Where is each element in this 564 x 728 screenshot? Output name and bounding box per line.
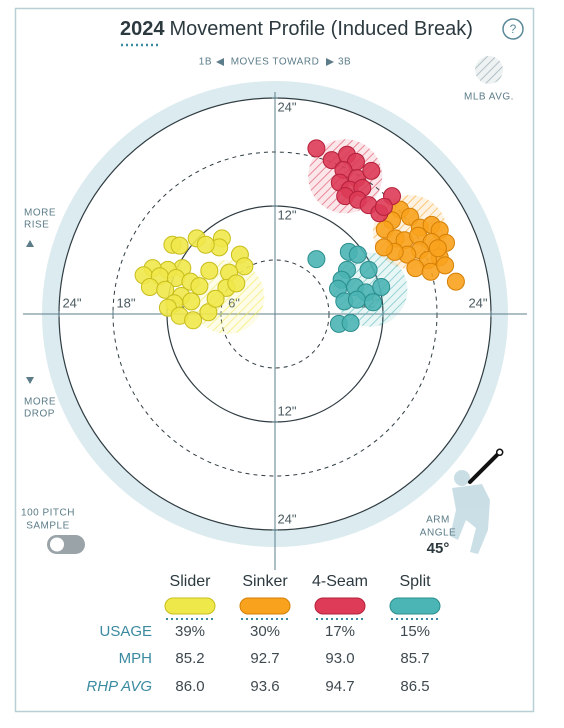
pitch-point xyxy=(170,236,189,255)
row-label: RHP AVG xyxy=(86,678,152,695)
table-cell: 93.0 xyxy=(325,650,354,667)
y-tick-label: 12" xyxy=(277,207,296,222)
arm-angle-line xyxy=(468,450,502,484)
y-tick-label: 12" xyxy=(277,403,296,418)
pitch-point xyxy=(156,280,175,299)
toggle-label: SAMPLE xyxy=(26,521,70,532)
table-cell: 92.7 xyxy=(250,650,279,667)
legend-label: Split xyxy=(399,573,431,590)
chart-title: 2024 Movement Profile (Induced Break) xyxy=(120,18,473,40)
legend-label: Slider xyxy=(170,573,212,590)
legend-swatch xyxy=(314,597,366,615)
help-icon[interactable]: ? xyxy=(510,22,517,36)
x-tick-label: 18" xyxy=(116,295,135,310)
pitch-point xyxy=(372,278,391,296)
pitch-point xyxy=(348,245,367,264)
table-cell: 30% xyxy=(250,623,280,640)
y-label-bottom: DROP xyxy=(24,409,55,420)
arm-angle-label: ARM xyxy=(426,515,450,526)
arm-angle-value: 45° xyxy=(427,540,450,557)
pitch-point xyxy=(374,197,393,216)
y-tick-label: 24" xyxy=(277,511,296,526)
table-cell: 86.0 xyxy=(175,678,204,695)
pitch-point xyxy=(359,260,378,279)
legend-swatch xyxy=(239,597,291,615)
pitch-point xyxy=(196,235,215,254)
arrow-right xyxy=(326,58,334,66)
arm-angle-label: ANGLE xyxy=(420,528,456,539)
pitch-point xyxy=(307,250,326,269)
row-label: USAGE xyxy=(99,623,152,640)
pitch-point xyxy=(446,272,465,291)
pitch-point xyxy=(200,261,219,280)
legend-swatch xyxy=(164,597,216,615)
arrow-down xyxy=(26,377,34,384)
pitch-point xyxy=(235,257,254,276)
table-cell: 86.5 xyxy=(400,678,429,695)
legend-label: Sinker xyxy=(242,573,288,590)
pitch-point xyxy=(307,139,326,158)
y-label-bottom: MORE xyxy=(24,397,56,408)
y-tick-label: 24" xyxy=(277,99,296,114)
legend-label: 4-Seam xyxy=(312,573,368,590)
pitch-point xyxy=(190,277,209,296)
pitch-point xyxy=(184,311,203,330)
toggle-label: 100 PITCH xyxy=(21,508,75,519)
pitch-point xyxy=(374,238,393,257)
pitch-point xyxy=(341,314,360,332)
x-tick-label: 24" xyxy=(468,295,487,310)
mlb-avg-swatch xyxy=(475,56,503,84)
pitch-point xyxy=(227,274,246,293)
pitch-point xyxy=(436,256,455,275)
x-label-left: 1B xyxy=(199,57,212,68)
x-label-middle: MOVES TOWARD xyxy=(231,57,320,68)
x-label-right: 3B xyxy=(338,57,351,68)
arrow-up xyxy=(26,240,34,247)
pitch-point xyxy=(362,161,381,180)
toggle-knob[interactable] xyxy=(50,537,64,552)
y-label-top: RISE xyxy=(24,220,49,231)
pitch-point xyxy=(140,278,159,296)
arrow-left xyxy=(216,58,224,66)
pitch-point xyxy=(406,259,425,278)
table-cell: 85.2 xyxy=(175,650,204,667)
row-label: MPH xyxy=(119,650,152,667)
pitch-point xyxy=(364,293,383,312)
table-cell: 85.7 xyxy=(400,650,429,667)
table-cell: 17% xyxy=(325,623,355,640)
table-cell: 39% xyxy=(175,623,205,640)
x-tick-label: 24" xyxy=(62,295,81,310)
help-button[interactable] xyxy=(502,18,524,40)
pitch-point xyxy=(182,292,201,311)
legend-swatch xyxy=(389,597,441,615)
pitch-point xyxy=(206,289,225,308)
mlb-avg-label: MLB AVG. xyxy=(464,92,514,103)
table-cell: 15% xyxy=(400,623,430,640)
table-cell: 94.7 xyxy=(325,678,354,695)
pitch-point xyxy=(347,290,366,309)
table-cell: 93.6 xyxy=(250,678,279,695)
arm-ball xyxy=(495,448,504,457)
pitch-point xyxy=(428,239,447,258)
y-label-top: MORE xyxy=(24,208,56,219)
pitcher-figure xyxy=(450,470,490,554)
